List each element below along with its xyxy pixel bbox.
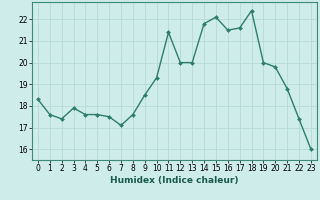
X-axis label: Humidex (Indice chaleur): Humidex (Indice chaleur) [110,176,239,185]
